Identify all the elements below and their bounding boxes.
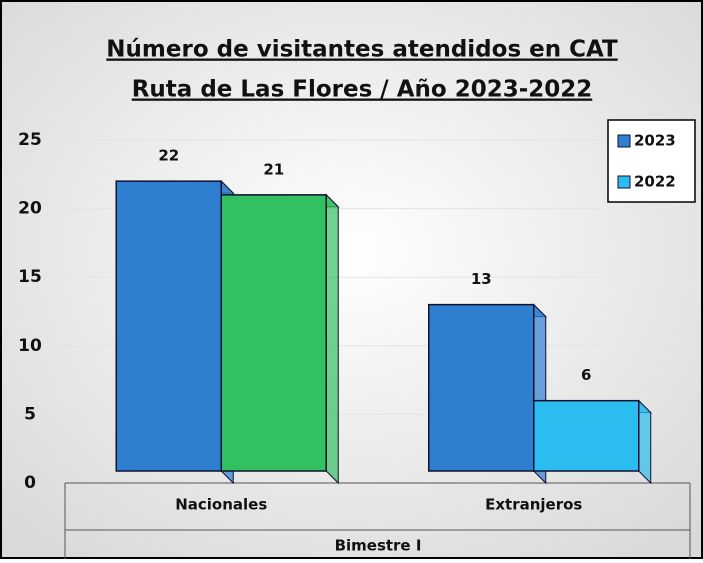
y-tick-label: 0	[24, 473, 36, 493]
bar	[533, 399, 640, 472]
y-tick-label: 25	[18, 130, 42, 150]
x-tick-label: Extranjeros	[485, 496, 582, 514]
data-label: 22	[158, 147, 179, 165]
bar-side	[638, 399, 652, 485]
y-tick-label: 15	[18, 267, 42, 287]
group-label: Bimestre I	[335, 537, 422, 555]
legend-label: 2022	[634, 173, 676, 191]
y-tick-label: 10	[18, 336, 42, 356]
bar	[428, 303, 535, 472]
bar	[220, 194, 327, 472]
chart-subtitle: Ruta de Las Flores / Año 2023-2022	[132, 77, 593, 103]
legend-swatch	[617, 175, 631, 189]
x-tick-label: Nacionales	[175, 496, 267, 514]
bar	[115, 180, 222, 472]
chart-title: Número de visitantes atendidos en CAT	[106, 37, 618, 63]
data-label: 21	[263, 160, 284, 178]
legend-swatch	[617, 134, 631, 148]
y-tick-label: 20	[18, 199, 42, 219]
data-label: 13	[471, 270, 492, 288]
y-tick-label: 5	[24, 404, 36, 424]
bar-side	[325, 193, 339, 485]
data-label: 6	[581, 366, 591, 384]
legend-label: 2023	[634, 132, 676, 150]
